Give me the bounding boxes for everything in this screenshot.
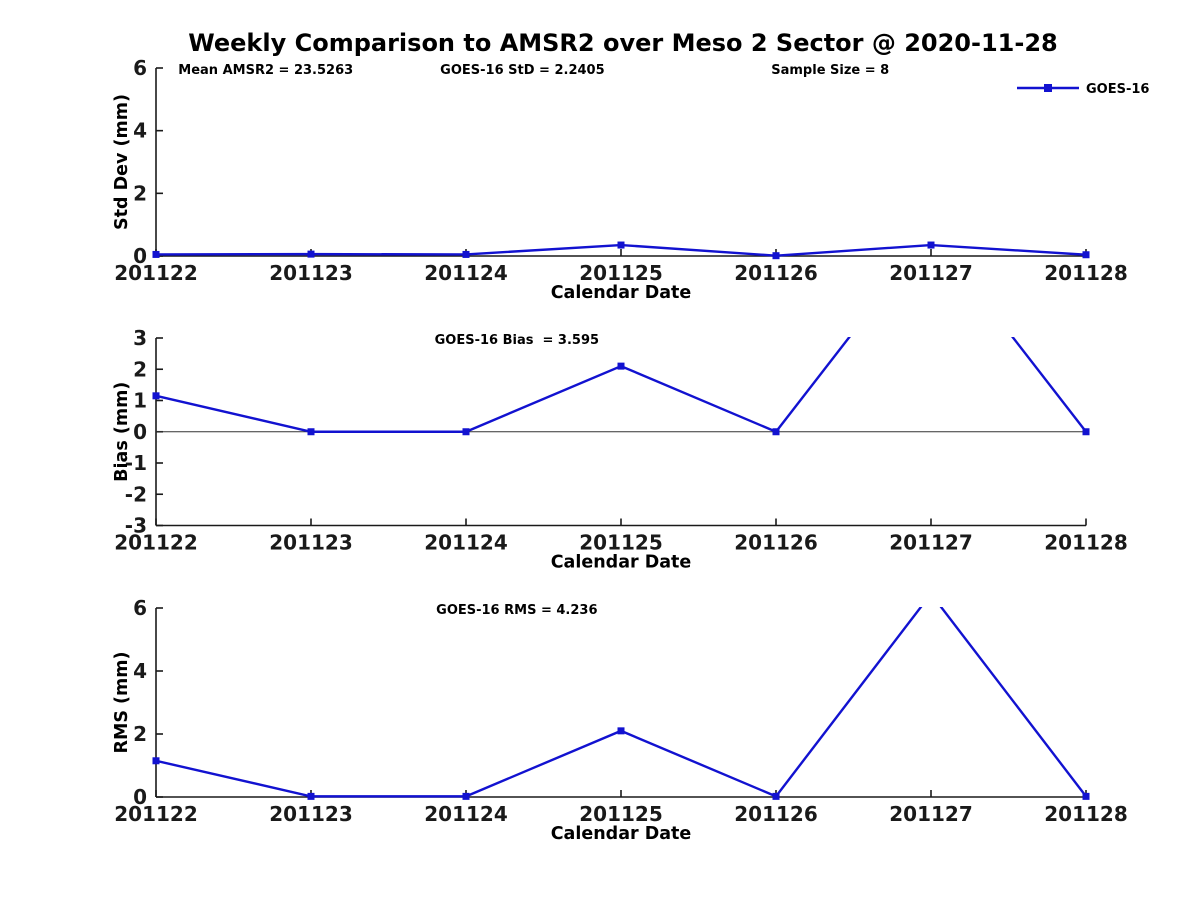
subplot-1: -3 -2 -1 0 1 2 3 201122 201123 201124 201125 201126…: [112, 326, 1128, 573]
x-axis-label: Calendar Date: [551, 553, 692, 573]
data-line: [155, 607, 1087, 798]
x-axis-label: Calendar Date: [551, 283, 692, 303]
y-tick-label: 2: [133, 357, 147, 381]
data-point-marker: [307, 792, 315, 800]
y-tick-label: 4: [133, 659, 147, 683]
data-point-marker: [152, 392, 160, 400]
x-tick-label: 201128: [1044, 531, 1128, 555]
y-axis-label: Bias (mm): [112, 382, 132, 482]
annotation: GOES-16 Bias = 3.595: [435, 333, 599, 348]
annotation: GOES-16 StD = 2.2405: [440, 63, 604, 78]
y-axis-label: RMS (mm): [112, 651, 132, 753]
annotation: Mean AMSR2 = 23.5263: [178, 63, 353, 78]
y-tick-label: 0: [133, 785, 147, 809]
y-tick-label: 1: [133, 389, 147, 413]
subplot-2: 0 2 4 6 201122 201123 201124 201125 201126 201127…: [112, 596, 1128, 844]
legend-marker: [1044, 84, 1052, 92]
x-tick-label: 201127: [889, 802, 973, 826]
y-tick-label: 2: [133, 181, 147, 205]
y-tick-label: 3: [133, 326, 147, 350]
x-tick-label: 201126: [734, 802, 818, 826]
data-point-marker: [617, 727, 625, 735]
data-point-marker: [307, 250, 315, 258]
y-tick-label: 4: [133, 119, 147, 143]
x-tick-label: 201127: [889, 261, 973, 285]
x-tick-label: 201123: [269, 531, 353, 555]
x-tick-label: 201128: [1044, 802, 1128, 826]
y-tick-label: -3: [125, 514, 147, 538]
y-tick-label: 0: [133, 244, 147, 268]
x-tick-label: 201122: [114, 261, 198, 285]
data-point-marker: [772, 252, 780, 260]
data-point-marker: [1082, 792, 1090, 800]
y-tick-label: -1: [125, 451, 147, 475]
x-tick-label: 201127: [889, 531, 973, 555]
data-point-marker: [617, 362, 625, 370]
y-tick-label: -2: [125, 482, 147, 506]
x-tick-label: 201126: [734, 261, 818, 285]
y-tick-label: 6: [133, 56, 147, 80]
data-point-marker: [152, 250, 160, 258]
y-tick-label: 0: [133, 420, 147, 444]
x-tick-label: 201122: [114, 531, 198, 555]
data-point-marker: [617, 241, 625, 249]
data-point-marker: [772, 428, 780, 436]
figure-title: Weekly Comparison to AMSR2 over Meso 2 S…: [188, 29, 1058, 57]
legend-label: GOES-16: [1086, 82, 1149, 97]
data-point-marker: [772, 792, 780, 800]
x-tick-label: 201125: [579, 531, 663, 555]
y-tick-label: 2: [133, 722, 147, 746]
x-tick-label: 201124: [424, 261, 508, 285]
data-point-marker: [152, 757, 160, 765]
data-point-marker: [927, 241, 935, 249]
annotation: GOES-16 RMS = 4.236: [436, 603, 597, 618]
subplot-0: 0 2 4 6 201122 201123 201124 201125 201126 201127…: [112, 56, 1149, 303]
x-tick-label: 201128: [1044, 261, 1128, 285]
data-point-marker: [462, 250, 470, 258]
x-tick-label: 201125: [579, 261, 663, 285]
x-tick-label: 201123: [269, 261, 353, 285]
x-tick-label: 201123: [269, 802, 353, 826]
x-tick-label: 201122: [114, 802, 198, 826]
data-point-marker: [462, 428, 470, 436]
x-axis-label: Calendar Date: [551, 824, 692, 844]
y-tick-label: 6: [133, 596, 147, 620]
x-tick-label: 201125: [579, 802, 663, 826]
data-point-marker: [1082, 251, 1090, 259]
x-tick-label: 201124: [424, 802, 508, 826]
data-point-marker: [307, 428, 315, 436]
data-point-marker: [1082, 428, 1090, 436]
x-tick-label: 201124: [424, 531, 508, 555]
x-tick-label: 201126: [734, 531, 818, 555]
data-point-marker: [462, 792, 470, 800]
y-axis-label: Std Dev (mm): [112, 94, 132, 230]
annotation: Sample Size = 8: [771, 63, 889, 78]
